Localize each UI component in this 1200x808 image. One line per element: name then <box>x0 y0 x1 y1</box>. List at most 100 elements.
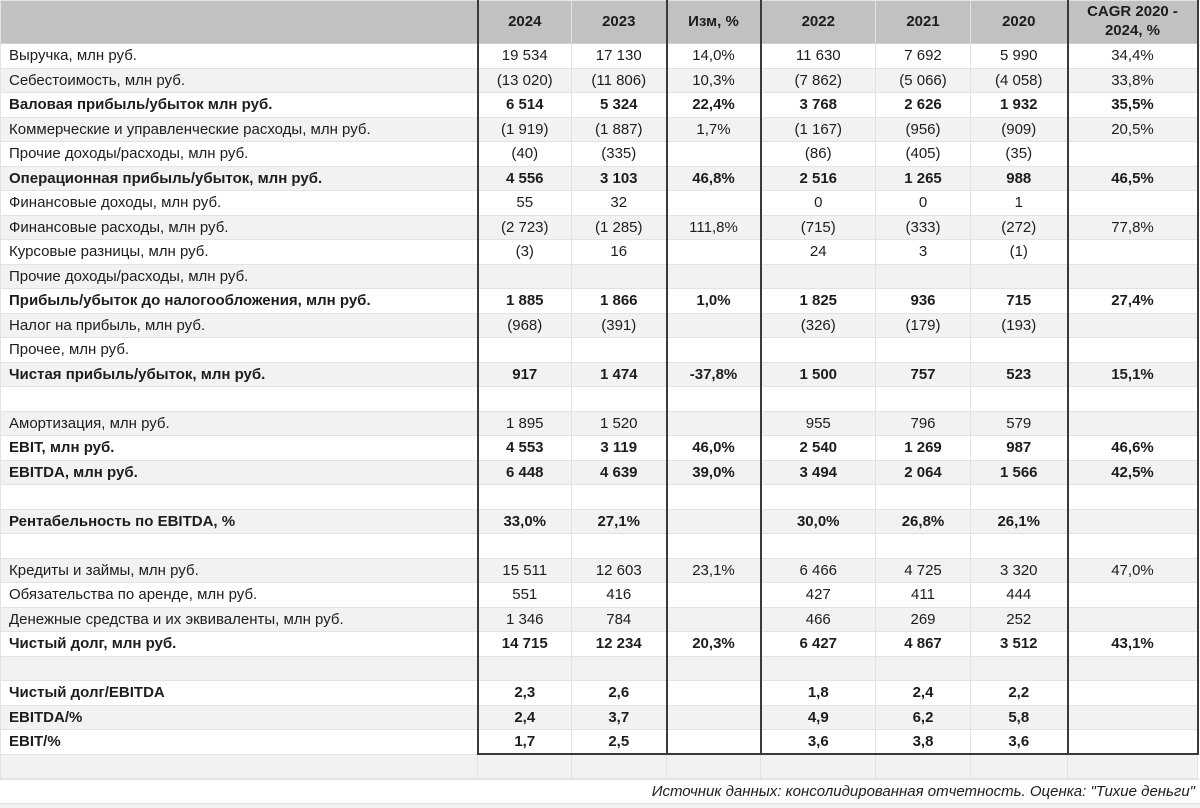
cell-cagr: 27,4% <box>1066 288 1199 314</box>
table-row: Коммерческие и управленческие расходы, м… <box>0 116 1199 142</box>
cell-cagr <box>1067 753 1198 779</box>
cell-y2024: (3) <box>476 239 572 265</box>
cell-chg <box>665 484 762 510</box>
cell-y2024: 1 895 <box>476 410 572 436</box>
cell-y2021: 3 <box>875 239 971 265</box>
cell-y2023: (335) <box>571 141 667 167</box>
row-label: Прочие доходы/расходы, млн руб. <box>0 263 478 289</box>
cell-y2021: 936 <box>875 288 971 314</box>
row-label: Себестоимость, млн руб. <box>0 67 478 93</box>
cell-y2024: (40) <box>476 141 572 167</box>
table-row: Прочее, млн руб. <box>0 337 1199 363</box>
cell-y2020: 2,2 <box>970 680 1068 706</box>
cell-y2024 <box>476 337 572 363</box>
cell-y2021: 4 867 <box>875 631 971 657</box>
cell-y2020 <box>970 533 1068 559</box>
cell-y2020: 26,1% <box>970 508 1068 534</box>
cell-cagr <box>1066 680 1199 706</box>
cell-y2021: 3,8 <box>875 729 971 755</box>
column-header-y2021: 2021 <box>875 0 971 44</box>
cell-cagr: 33,8% <box>1066 67 1199 93</box>
cell-y2020: 3 320 <box>970 557 1068 583</box>
cell-cagr <box>1066 533 1199 559</box>
cell-y2022 <box>760 263 876 289</box>
table-row <box>0 753 1198 779</box>
cell-y2020: 252 <box>970 606 1068 632</box>
cell-cagr: 43,1% <box>1066 631 1199 657</box>
table-row: Рентабельность по EBITDA, % 33,0% 27,1% 30,… <box>0 508 1199 534</box>
cell-y2024: (1 919) <box>476 116 572 142</box>
column-header-y2020: 2020 <box>970 0 1068 44</box>
cell-y2022: 1 825 <box>760 288 876 314</box>
row-label: EBITDA, млн руб. <box>0 459 478 485</box>
cell-y2023 <box>571 533 667 559</box>
cell-y2023: 4 639 <box>571 459 667 485</box>
cell-y2021: (956) <box>875 116 971 142</box>
row-label: Прочие доходы/расходы, млн руб. <box>0 141 478 167</box>
cell-y2022: 6 427 <box>760 631 876 657</box>
cell-cagr <box>1066 337 1199 363</box>
cell-y2024: 19 534 <box>476 43 572 69</box>
table-row: Амортизация, млн руб. 1 895 1 520 955 796 579 <box>0 410 1199 436</box>
cell-cagr: 46,5% <box>1066 165 1199 191</box>
row-label: Финансовые доходы, млн руб. <box>0 190 478 216</box>
row-label <box>0 753 478 779</box>
table-row: Выручка, млн руб. 19 534 17 130 14,0% 11 630… <box>0 43 1199 69</box>
cell-y2022: 3,6 <box>760 729 876 755</box>
cell-y2022: 3 494 <box>760 459 876 485</box>
cell-y2022: (86) <box>760 141 876 167</box>
row-label: Чистая прибыль/убыток, млн руб. <box>0 361 478 387</box>
cell-y2021: (5 066) <box>875 67 971 93</box>
cell-y2020 <box>970 386 1068 412</box>
cell-y2024 <box>476 386 572 412</box>
cell-y2023: 12 603 <box>571 557 667 583</box>
cell-y2020: 5 990 <box>970 43 1068 69</box>
cell-y2023 <box>571 484 667 510</box>
table-row: Себестоимость, млн руб. (13 020) (11 806) 1… <box>0 67 1199 93</box>
cell-chg <box>665 410 762 436</box>
cell-y2023: (11 806) <box>571 67 667 93</box>
cell-y2024 <box>476 263 572 289</box>
cell-y2023: 3,7 <box>571 704 667 730</box>
cell-y2023: 784 <box>571 606 667 632</box>
cell-y2022: 2 516 <box>760 165 876 191</box>
column-header-y2022: 2022 <box>760 0 876 44</box>
cell-y2021: 796 <box>875 410 971 436</box>
cell-y2022: 466 <box>760 606 876 632</box>
cell-chg <box>665 190 762 216</box>
cell-cagr <box>1066 141 1199 167</box>
cell-y2022 <box>760 386 876 412</box>
cell-y2020: 987 <box>970 435 1068 461</box>
cell-y2023: 3 119 <box>571 435 667 461</box>
cell-y2024 <box>476 655 572 681</box>
cell-cagr <box>1066 729 1199 755</box>
cell-y2023: (1 887) <box>571 116 667 142</box>
cell-y2023: 1 474 <box>571 361 667 387</box>
cell-chg: 14,0% <box>665 43 762 69</box>
row-label: EBIT/% <box>0 729 478 755</box>
cell-y2021: 757 <box>875 361 971 387</box>
cell-y2024: 1,7 <box>476 729 572 755</box>
cell-y2022 <box>760 484 876 510</box>
cell-chg <box>665 141 762 167</box>
row-label: Финансовые расходы, млн руб. <box>0 214 478 240</box>
cell-y2022: 24 <box>760 239 876 265</box>
column-header-y2023: 2023 <box>571 0 667 44</box>
bottom-partial-row <box>0 803 1200 808</box>
cell-chg <box>665 704 762 730</box>
cell-y2024: 2,4 <box>476 704 572 730</box>
column-header-cagr: CAGR 2020 - 2024, % <box>1066 0 1199 44</box>
cell-y2023: 5 324 <box>571 92 667 118</box>
cell-y2024: (968) <box>476 312 572 338</box>
cell-chg <box>665 655 762 681</box>
cell-y2023: 17 130 <box>571 43 667 69</box>
cell-y2021: 2,4 <box>875 680 971 706</box>
cell-cagr: 42,5% <box>1066 459 1199 485</box>
row-label: Чистый долг/EBITDA <box>0 680 478 706</box>
cell-chg <box>665 729 762 755</box>
cell-y2021: (179) <box>875 312 971 338</box>
source-note-row: Источник данных: консолидированная отчет… <box>0 779 1200 803</box>
cell-y2023: 416 <box>571 582 667 608</box>
cell-y2022: 427 <box>760 582 876 608</box>
